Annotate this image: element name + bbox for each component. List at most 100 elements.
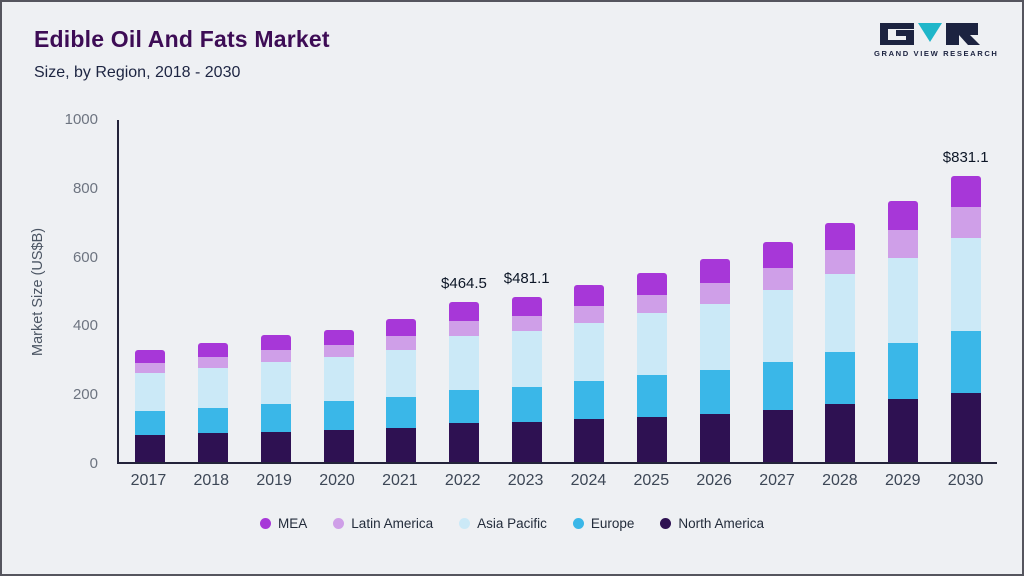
bar-column-2017[interactable] [119, 120, 182, 462]
segment-asia-pacific[interactable] [637, 312, 668, 376]
segment-asia-pacific[interactable] [198, 368, 229, 408]
segment-north-america[interactable] [198, 433, 229, 462]
segment-latin-america[interactable] [699, 283, 730, 304]
bar-column-2028[interactable] [809, 120, 872, 462]
segment-latin-america[interactable] [950, 206, 981, 238]
segment-north-america[interactable] [574, 419, 605, 462]
segment-latin-america[interactable] [637, 294, 668, 313]
bar-stack-2027[interactable] [762, 241, 793, 462]
bar-column-2019[interactable] [244, 120, 307, 462]
segment-europe[interactable] [825, 351, 856, 405]
bar-stack-2018[interactable] [198, 343, 229, 462]
segment-mea[interactable] [699, 259, 730, 284]
segment-europe[interactable] [135, 411, 166, 436]
segment-asia-pacific[interactable] [386, 349, 417, 398]
segment-europe[interactable] [448, 389, 479, 424]
segment-asia-pacific[interactable] [511, 331, 542, 388]
segment-north-america[interactable] [637, 416, 668, 462]
bar-stack-2030[interactable] [950, 176, 981, 462]
segment-north-america[interactable] [511, 422, 542, 462]
bar-column-2027[interactable] [746, 120, 809, 462]
segment-latin-america[interactable] [323, 344, 354, 358]
segment-mea[interactable] [198, 343, 229, 358]
segment-asia-pacific[interactable] [323, 357, 354, 402]
legend-item-europe[interactable]: Europe [572, 516, 634, 531]
segment-europe[interactable] [762, 361, 793, 410]
bar-stack-2026[interactable] [699, 259, 730, 462]
segment-latin-america[interactable] [511, 315, 542, 332]
segment-asia-pacific[interactable] [699, 303, 730, 370]
bar-column-2021[interactable] [370, 120, 433, 462]
segment-asia-pacific[interactable] [574, 323, 605, 381]
bar-column-2024[interactable] [558, 120, 621, 462]
segment-asia-pacific[interactable] [950, 237, 981, 332]
bar-stack-2028[interactable] [825, 222, 856, 462]
segment-latin-america[interactable] [448, 321, 479, 337]
segment-north-america[interactable] [825, 404, 856, 462]
bar-stack-2023[interactable] [511, 296, 542, 462]
bar-stack-2029[interactable] [887, 200, 918, 462]
segment-north-america[interactable] [699, 413, 730, 462]
segment-north-america[interactable] [887, 399, 918, 462]
segment-mea[interactable] [260, 334, 291, 350]
segment-latin-america[interactable] [260, 349, 291, 362]
segment-mea[interactable] [637, 272, 668, 295]
segment-asia-pacific[interactable] [260, 361, 291, 405]
bar-column-2029[interactable] [872, 120, 935, 462]
segment-north-america[interactable] [762, 409, 793, 462]
bar-column-2023[interactable]: $481.1 [495, 120, 558, 462]
segment-latin-america[interactable] [825, 250, 856, 275]
segment-latin-america[interactable] [135, 362, 166, 374]
segment-asia-pacific[interactable] [887, 258, 918, 343]
legend-item-north-america[interactable]: North America [660, 516, 764, 531]
segment-north-america[interactable] [448, 423, 479, 462]
segment-north-america[interactable] [386, 427, 417, 462]
segment-north-america[interactable] [260, 431, 291, 462]
segment-europe[interactable] [260, 404, 291, 432]
bar-stack-2020[interactable] [323, 329, 354, 462]
legend-item-asia-pacific[interactable]: Asia Pacific [459, 516, 547, 531]
bar-stack-2021[interactable] [386, 319, 417, 462]
segment-latin-america[interactable] [887, 230, 918, 259]
segment-north-america[interactable] [323, 430, 354, 462]
segment-europe[interactable] [887, 342, 918, 400]
segment-europe[interactable] [511, 387, 542, 423]
segment-mea[interactable] [448, 302, 479, 322]
bar-column-2025[interactable] [621, 120, 684, 462]
legend-item-latin-america[interactable]: Latin America [333, 516, 433, 531]
bar-column-2020[interactable] [307, 120, 370, 462]
segment-north-america[interactable] [950, 393, 981, 462]
segment-europe[interactable] [386, 397, 417, 428]
segment-europe[interactable] [574, 380, 605, 420]
bar-column-2026[interactable] [683, 120, 746, 462]
legend-item-mea[interactable]: MEA [260, 516, 307, 531]
bar-column-2030[interactable]: $831.1 [934, 120, 997, 462]
segment-latin-america[interactable] [762, 267, 793, 291]
segment-mea[interactable] [323, 329, 354, 345]
segment-mea[interactable] [825, 222, 856, 251]
segment-mea[interactable] [135, 350, 166, 363]
segment-europe[interactable] [323, 401, 354, 431]
segment-asia-pacific[interactable] [135, 373, 166, 412]
segment-europe[interactable] [950, 331, 981, 394]
segment-asia-pacific[interactable] [762, 290, 793, 362]
segment-mea[interactable] [950, 176, 981, 207]
segment-mea[interactable] [887, 200, 918, 231]
bar-stack-2017[interactable] [135, 350, 166, 462]
bar-stack-2019[interactable] [260, 334, 291, 462]
segment-europe[interactable] [637, 375, 668, 417]
segment-mea[interactable] [762, 241, 793, 268]
bar-stack-2024[interactable] [574, 284, 605, 462]
segment-latin-america[interactable] [198, 357, 229, 369]
bar-stack-2025[interactable] [637, 272, 668, 462]
segment-mea[interactable] [511, 296, 542, 316]
segment-latin-america[interactable] [574, 305, 605, 324]
segment-asia-pacific[interactable] [448, 336, 479, 390]
segment-europe[interactable] [699, 369, 730, 414]
segment-asia-pacific[interactable] [825, 274, 856, 352]
bar-column-2022[interactable]: $464.5 [433, 120, 496, 462]
bar-column-2018[interactable] [182, 120, 245, 462]
segment-latin-america[interactable] [386, 336, 417, 350]
segment-mea[interactable] [386, 319, 417, 337]
segment-europe[interactable] [198, 408, 229, 434]
